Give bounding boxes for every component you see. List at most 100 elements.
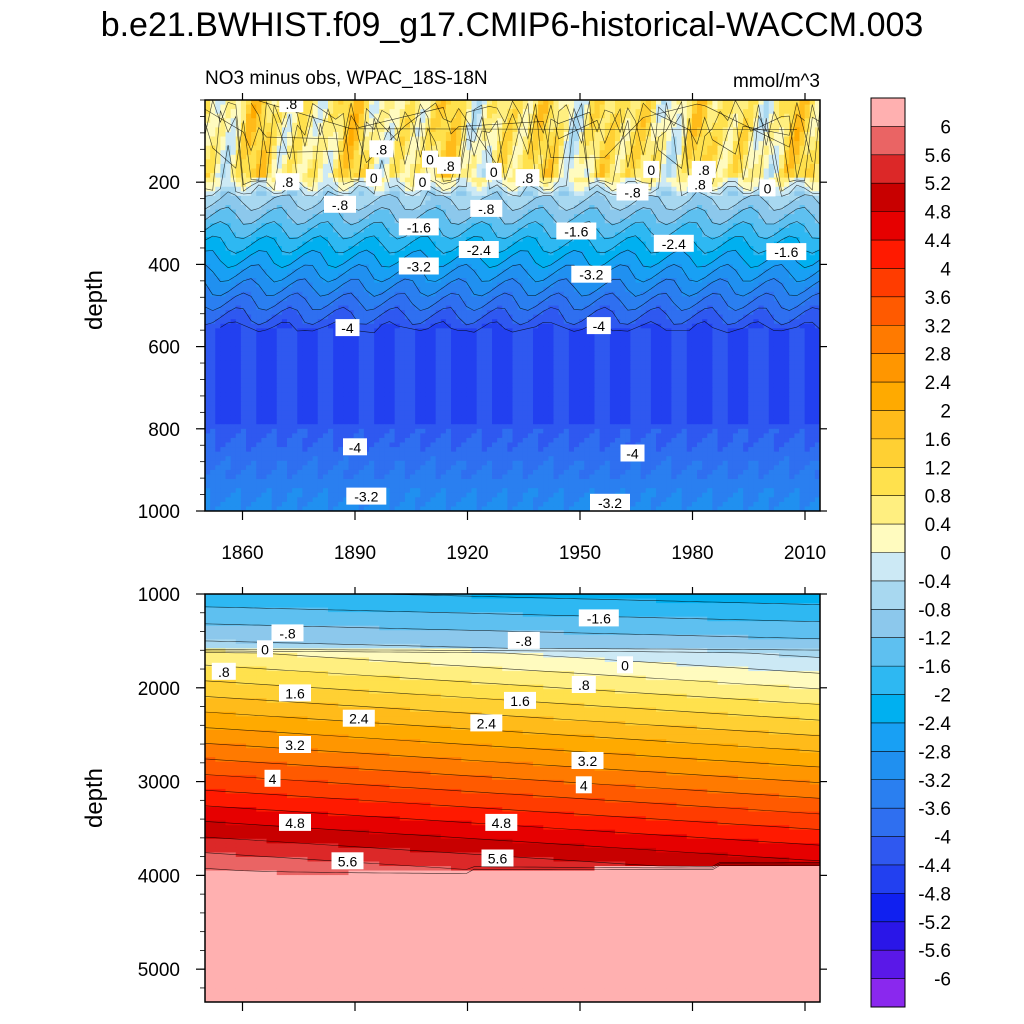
upper-contour-cell [353,282,360,288]
upper-contour-cell [635,246,642,252]
upper-contour-cell [215,154,221,160]
upper-contour-cell [404,104,411,110]
upper-contour-cell [440,136,447,142]
upper-contour-cell [594,136,601,142]
upper-contour-cell [317,154,324,160]
upper-contour-cell [779,168,785,174]
upper-contour-cell [358,127,365,133]
upper-contour-cell [568,113,575,119]
upper-contour-cell [553,109,560,115]
upper-contour-cell [251,145,257,151]
upper-contour-cell [717,282,724,288]
upper-contour-cell [558,200,565,206]
upper-contour-cell [502,237,508,243]
upper-contour-cell [338,168,344,174]
upper-contour-cell [363,227,370,234]
upper-contour-cell [809,177,816,183]
upper-contour-cell [748,200,754,206]
upper-contour-cell [712,145,719,151]
upper-contour-cell [794,150,801,156]
upper-contour-cell [697,195,703,202]
upper-contour-cell [256,118,262,124]
upper-contour-cell [507,214,514,220]
upper-contour-cell [794,173,801,179]
upper-contour-cell [235,200,242,206]
upper-contour-cell [527,109,534,115]
upper-contour-cell [271,168,278,174]
upper-contour-cell [461,195,467,202]
upper-contour-cell [635,227,642,234]
upper-contour-cell [558,159,565,165]
upper-contour-cell [399,177,406,183]
upper-contour-cell [261,136,268,142]
upper-contour-cell [399,195,406,202]
upper-contour-cell [645,118,652,124]
upper-contour-cell [507,145,514,151]
upper-contour-cell [589,150,596,156]
upper-contour-cell [220,268,227,275]
upper-contour-cell [543,209,549,215]
upper-contour-cell [727,154,734,160]
upper-contour-cell [676,214,683,220]
upper-contour-cell [697,255,703,261]
upper-contour-cell [461,109,467,115]
upper-contour-cell [702,122,708,128]
upper-contour-cell [481,287,488,293]
upper-contour-cell [574,182,580,188]
upper-contour-cell [307,168,314,174]
upper-contour-cell [763,282,770,288]
upper-contour-cell [235,232,242,238]
upper-contour-cell [661,168,667,174]
upper-contour-cell [743,131,749,138]
upper-contour-cell [394,186,401,192]
upper-contour-cell [240,259,247,265]
upper-contour-cell [620,163,626,170]
upper-contour-cell [666,109,672,115]
upper-contour-cell [538,177,544,183]
upper-contour-cell [738,200,744,206]
upper-contour-cell [225,218,232,224]
upper-contour-cell [758,218,765,224]
upper-contour-cell [440,177,447,183]
upper-contour-cell [707,255,713,261]
upper-contour-cell [225,118,232,124]
upper-contour-cell [738,113,744,119]
upper-contour-cell [666,182,672,188]
upper-contour-cell [312,278,319,284]
upper-contour-cell [604,163,611,170]
upper-contour-cell [814,104,820,110]
upper-contour-cell [799,223,806,229]
upper-contour-cell [630,113,637,119]
upper-contour-cell [584,168,590,174]
upper-contour-cell [635,127,642,133]
upper-contour-cell [563,268,570,275]
upper-contour-cell [768,109,775,115]
upper-contour-cell [594,214,601,220]
upper-contour-cell [445,173,452,179]
upper-contour-cell [502,264,508,270]
upper-contour-cell [707,209,713,215]
upper-contour-cell [604,186,611,192]
upper-contour-cell [338,268,344,275]
upper-contour-cell [399,100,406,106]
upper-contour-cell [302,163,309,170]
upper-contour-cell [620,209,626,215]
upper-contour-cell [732,154,739,160]
upper-contour-cell [440,100,447,106]
upper-contour-cell [620,122,626,128]
upper-contour-cell [743,159,749,165]
upper-contour-cell [650,278,657,284]
upper-contour-cell [702,141,708,147]
upper-contour-cell [599,136,606,142]
upper-contour-cell [287,118,293,124]
upper-contour-cell [748,118,754,124]
upper-contour-cell [497,122,503,128]
upper-contour-cell [768,154,775,160]
upper-contour-cell [440,141,447,147]
upper-contour-cell [302,122,309,128]
upper-contour-cell [358,195,365,202]
upper-contour-cell [322,218,329,224]
upper-contour-cell [522,214,529,220]
upper-contour-cell [789,200,795,206]
upper-contour-cell [281,122,288,128]
